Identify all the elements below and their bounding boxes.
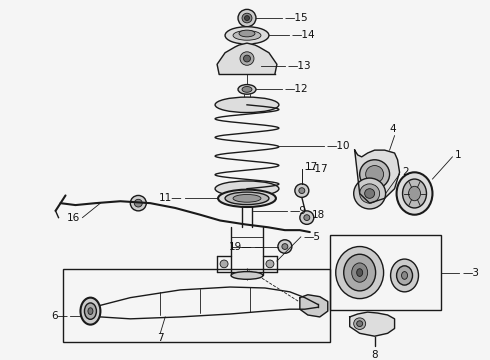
Text: 18: 18 bbox=[312, 210, 325, 220]
Circle shape bbox=[365, 189, 375, 198]
Ellipse shape bbox=[84, 303, 97, 319]
Ellipse shape bbox=[336, 247, 384, 298]
Ellipse shape bbox=[225, 192, 269, 204]
Ellipse shape bbox=[215, 181, 279, 197]
Circle shape bbox=[130, 195, 147, 211]
Circle shape bbox=[360, 160, 390, 189]
Circle shape bbox=[357, 321, 363, 327]
Ellipse shape bbox=[401, 271, 408, 279]
Circle shape bbox=[266, 260, 274, 268]
Ellipse shape bbox=[242, 86, 252, 92]
Text: —5: —5 bbox=[304, 232, 321, 242]
Text: 19—: 19— bbox=[228, 242, 252, 252]
Circle shape bbox=[134, 199, 142, 207]
Bar bbox=[63, 269, 330, 342]
Circle shape bbox=[278, 240, 292, 253]
Circle shape bbox=[354, 318, 366, 329]
Circle shape bbox=[240, 52, 254, 65]
Text: —13: —13 bbox=[288, 61, 312, 71]
Polygon shape bbox=[217, 43, 277, 74]
Circle shape bbox=[300, 211, 314, 224]
Circle shape bbox=[244, 55, 250, 62]
Text: —17: —17 bbox=[305, 165, 328, 174]
Ellipse shape bbox=[391, 259, 418, 292]
Ellipse shape bbox=[225, 27, 269, 44]
Ellipse shape bbox=[343, 254, 376, 291]
Text: —10: —10 bbox=[327, 141, 350, 151]
Circle shape bbox=[245, 15, 249, 21]
Text: 2: 2 bbox=[403, 167, 409, 177]
Circle shape bbox=[299, 188, 305, 194]
Ellipse shape bbox=[396, 172, 433, 215]
Text: 16: 16 bbox=[67, 213, 80, 222]
Text: —9: —9 bbox=[290, 206, 307, 216]
Ellipse shape bbox=[80, 298, 100, 325]
Polygon shape bbox=[300, 295, 328, 317]
Circle shape bbox=[238, 9, 256, 27]
Ellipse shape bbox=[231, 271, 263, 279]
Circle shape bbox=[354, 178, 386, 209]
Ellipse shape bbox=[218, 190, 276, 207]
Ellipse shape bbox=[357, 269, 363, 276]
Circle shape bbox=[304, 215, 310, 221]
Text: 6—: 6— bbox=[51, 311, 69, 321]
Circle shape bbox=[366, 166, 384, 183]
Circle shape bbox=[360, 184, 380, 203]
Ellipse shape bbox=[403, 179, 426, 208]
Polygon shape bbox=[350, 312, 394, 336]
Text: 17: 17 bbox=[305, 162, 318, 172]
Ellipse shape bbox=[239, 30, 255, 37]
Text: 1: 1 bbox=[454, 150, 461, 160]
Text: 8: 8 bbox=[371, 350, 378, 360]
Text: —3: —3 bbox=[463, 267, 479, 278]
Ellipse shape bbox=[215, 97, 279, 113]
Bar bbox=[330, 235, 441, 310]
Circle shape bbox=[295, 184, 309, 197]
Circle shape bbox=[282, 244, 288, 249]
Ellipse shape bbox=[352, 263, 368, 282]
Text: —14: —14 bbox=[292, 30, 316, 40]
Text: 11—: 11— bbox=[159, 193, 182, 203]
Ellipse shape bbox=[396, 266, 413, 285]
Ellipse shape bbox=[233, 31, 261, 40]
Text: —15: —15 bbox=[285, 13, 309, 23]
Circle shape bbox=[220, 260, 228, 268]
Text: 7: 7 bbox=[157, 333, 164, 343]
Ellipse shape bbox=[409, 186, 420, 201]
Polygon shape bbox=[355, 150, 399, 203]
Text: 4: 4 bbox=[389, 124, 396, 134]
Circle shape bbox=[242, 13, 252, 23]
Ellipse shape bbox=[88, 308, 93, 315]
Ellipse shape bbox=[238, 85, 256, 94]
Ellipse shape bbox=[233, 194, 261, 202]
Text: —12: —12 bbox=[285, 84, 309, 94]
